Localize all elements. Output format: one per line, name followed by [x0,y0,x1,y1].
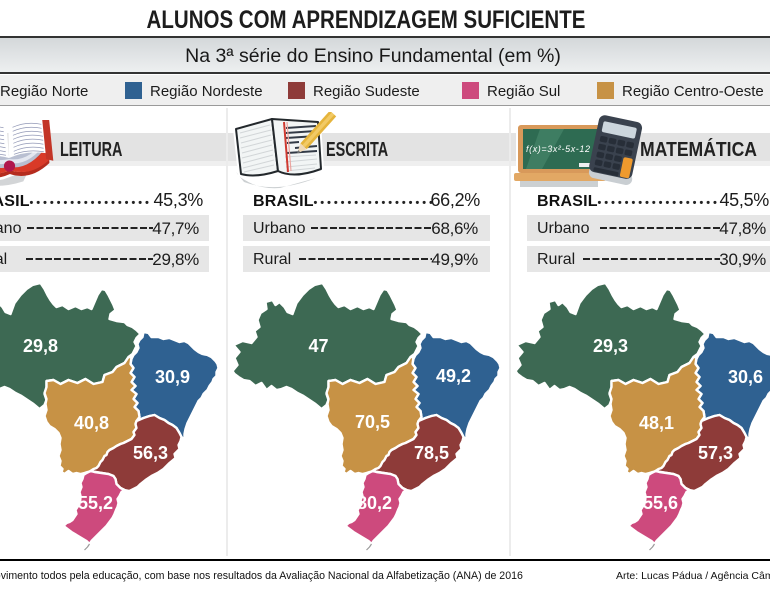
svg-text:55,2: 55,2 [78,493,113,513]
svg-text:78,5: 78,5 [414,443,449,463]
svg-text:47: 47 [308,336,328,356]
svg-text:29,8: 29,8 [23,336,58,356]
svg-text:40,8: 40,8 [74,413,109,433]
svg-text:49,2: 49,2 [436,366,471,386]
svg-text:70,5: 70,5 [355,412,390,432]
svg-text:29,3: 29,3 [593,336,628,356]
svg-text:57,3: 57,3 [698,443,733,463]
svg-text:55,6: 55,6 [643,493,678,513]
svg-text:f(x)=3x²-5x-12: f(x)=3x²-5x-12 [526,144,590,154]
svg-text:56,3: 56,3 [133,443,168,463]
svg-text:48,1: 48,1 [639,413,674,433]
svg-text:30,6: 30,6 [728,367,763,387]
svg-text:30,9: 30,9 [155,367,190,387]
svg-text:80,2: 80,2 [357,493,392,513]
